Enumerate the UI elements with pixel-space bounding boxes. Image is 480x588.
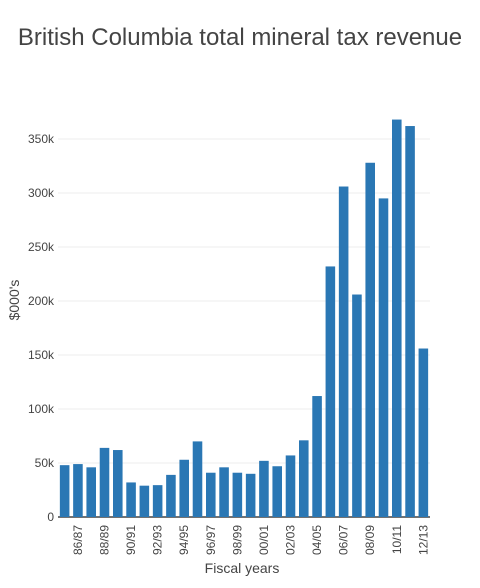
x-tick-label: 88/89 (98, 525, 112, 555)
bar[interactable] (259, 460, 269, 517)
bar[interactable] (113, 450, 123, 517)
x-axis-ticks: 86/87 88/89 90/91 92/93 94/95 96/97 98/99 00/01… (71, 525, 430, 555)
x-axis-label: Fiscal years (205, 560, 280, 576)
bar[interactable] (338, 186, 349, 517)
x-tick-label: 06/07 (337, 525, 351, 555)
bar[interactable] (405, 126, 415, 517)
bar[interactable] (352, 294, 362, 517)
bar[interactable] (418, 348, 429, 517)
bar[interactable] (392, 119, 402, 517)
bar[interactable] (272, 466, 282, 517)
x-tick-label: 00/01 (257, 525, 271, 555)
x-tick-label: 12/13 (416, 525, 430, 555)
y-axis-label: $000's (6, 280, 22, 321)
bar[interactable] (245, 473, 256, 517)
y-tick-label: 50k (35, 456, 55, 470)
y-tick-label: 0 (47, 510, 54, 524)
bar[interactable] (86, 467, 96, 517)
x-tick-label: 08/09 (363, 525, 377, 555)
x-tick-label: 02/03 (284, 525, 298, 555)
bar[interactable] (139, 485, 150, 517)
bars (59, 119, 429, 517)
bar[interactable] (206, 472, 216, 517)
y-tick-label: 350k (28, 132, 55, 146)
x-tick-label: 98/99 (230, 525, 244, 555)
y-tick-label: 100k (28, 402, 55, 416)
bar[interactable] (378, 198, 389, 517)
y-axis-ticks: 0 50k 100k 150k 200k 250k 300k 350k (28, 132, 55, 524)
y-tick-label: 200k (28, 294, 55, 308)
x-tick-label: 92/93 (151, 525, 165, 555)
bar[interactable] (219, 467, 229, 517)
x-tick-label: 96/97 (204, 525, 218, 555)
bar[interactable] (126, 482, 136, 517)
bar[interactable] (192, 441, 203, 517)
bar[interactable] (73, 464, 83, 517)
bar[interactable] (166, 474, 176, 517)
y-tick-label: 300k (28, 186, 55, 200)
bar[interactable] (299, 440, 309, 517)
bar[interactable] (325, 266, 336, 517)
bar[interactable] (285, 455, 296, 517)
bar[interactable] (179, 459, 189, 517)
bar[interactable] (99, 447, 110, 517)
x-tick-label: 86/87 (71, 525, 85, 555)
bar[interactable] (152, 485, 163, 517)
bar[interactable] (365, 162, 375, 517)
bar[interactable] (312, 396, 322, 517)
x-tick-label: 04/05 (310, 525, 324, 555)
chart-title: British Columbia total mineral tax reven… (17, 24, 463, 51)
bar[interactable] (232, 472, 243, 517)
y-tick-label: 250k (28, 240, 55, 254)
x-tick-label: 94/95 (177, 525, 191, 555)
y-tick-label: 150k (28, 348, 55, 362)
x-tick-label: 90/91 (124, 525, 138, 555)
bar[interactable] (59, 465, 70, 517)
x-tick-label: 10/11 (390, 525, 404, 554)
